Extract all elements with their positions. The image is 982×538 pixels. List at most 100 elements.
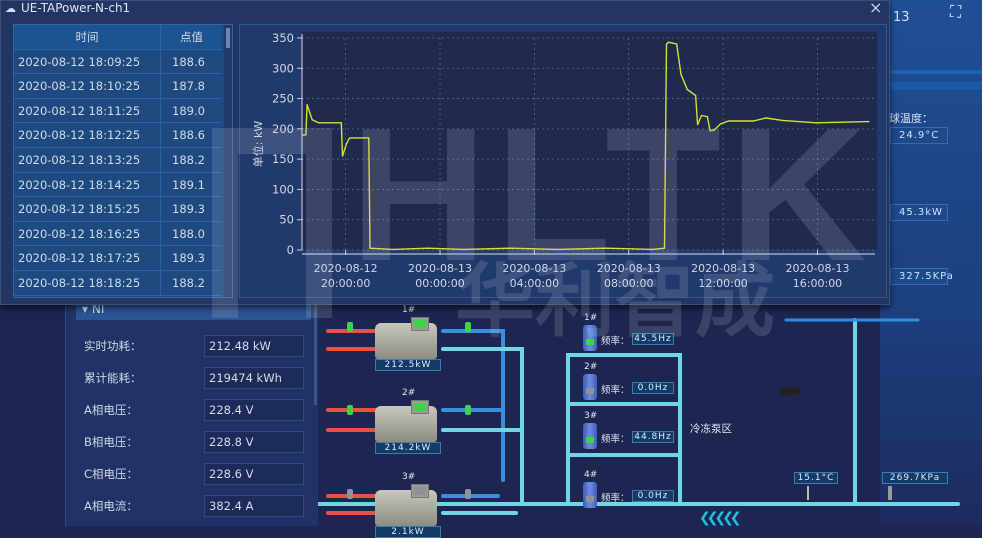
data-point [713, 129, 715, 131]
col-value[interactable]: 点值 [160, 25, 222, 49]
param-value: 228.8 V [204, 431, 304, 453]
table-row[interactable]: 2020-08-12 18:15:25 189.3 [14, 197, 222, 222]
pump-icon[interactable] [583, 374, 597, 400]
valve-status-icon[interactable] [347, 489, 353, 499]
pump-zone-label: 冷冻泵区 [690, 423, 732, 435]
data-point [340, 122, 342, 124]
x-tick-label-date: 2020-08-12 [314, 262, 378, 275]
param-label: A相电压： [84, 403, 138, 417]
x-tick-label-time: 20:00:00 [321, 277, 370, 290]
data-point [694, 94, 697, 97]
pump-freq-label: 频率： [601, 493, 630, 504]
cell-time: 2020-08-12 18:17:25 [18, 251, 141, 266]
table-row[interactable]: 2020-08-12 18:16:25 188.0 [14, 221, 222, 247]
valve-status-icon[interactable] [465, 489, 471, 499]
cell-value: 189.0 [160, 98, 222, 123]
pressure-sensor-icon [888, 486, 892, 500]
cell-time: 2020-08-12 18:14:25 [18, 177, 141, 192]
data-point [765, 117, 767, 119]
fullscreen-icon[interactable]: ⛶ [950, 2, 962, 21]
param-label: 累计能耗： [84, 371, 142, 385]
data-point [427, 247, 429, 249]
data-point [706, 116, 708, 118]
collapse-icon: ▾ [82, 302, 92, 316]
table-header: 时间 点值 [14, 25, 222, 50]
chiller-name: 1# [402, 305, 416, 315]
table-row[interactable]: 2020-08-12 18:11:25 189.0 [14, 98, 222, 124]
param-label: B相电压： [84, 435, 138, 449]
temp-sensor-icon [807, 486, 809, 500]
col-time[interactable]: 时间 [75, 30, 99, 44]
param-label: C相电压： [84, 467, 139, 481]
table-row[interactable]: 2020-08-12 18:18:25 188.2 [14, 271, 222, 296]
data-point [752, 120, 754, 122]
table-row[interactable]: 2020-08-12 18:12:25 188.6 [14, 123, 222, 148]
table-row[interactable]: 2020-08-12 18:10:25 187.8 [14, 74, 222, 99]
valve-icon [780, 387, 800, 395]
date-fragment: 13 [893, 10, 910, 25]
chiller-power: 212.5kW [375, 359, 441, 371]
divider [880, 82, 982, 90]
temp-sensor-value: 15.1°C [794, 472, 838, 484]
y-tick-label: 250 [272, 92, 294, 106]
x-tick-label-date: 2020-08-13 [691, 262, 755, 275]
valve-status-icon[interactable] [347, 405, 353, 415]
pump-freq-label: 频率： [601, 434, 630, 445]
chiller-name: 2# [402, 388, 416, 398]
data-point [815, 122, 817, 124]
valve-status-icon[interactable] [465, 405, 471, 415]
plot-area [302, 32, 877, 250]
table-row[interactable]: 2020-08-12 18:09:25 188.6 [14, 49, 222, 75]
chiller-icon[interactable] [375, 400, 437, 442]
cell-value: 188.6 [160, 123, 222, 147]
pump-icon[interactable] [583, 325, 597, 351]
data-point [604, 247, 606, 249]
cell-value: 189.3 [160, 197, 222, 221]
table-scrollbar[interactable] [224, 25, 232, 297]
data-point [305, 134, 307, 136]
param-value: 228.4 V [204, 399, 304, 421]
power-trend-chart: 0 50 100 150 200 250 300 350 2020-08-12 20:00:00 2… [251, 31, 877, 290]
cell-time: 2020-08-12 18:12:25 [18, 128, 141, 143]
table-row[interactable]: 2020-08-12 18:13:25 188.2 [14, 148, 222, 173]
cloud-icon: ☁ [5, 2, 16, 15]
data-point [348, 137, 351, 139]
cell-time: 2020-08-12 18:15:25 [18, 202, 141, 217]
pump-icon[interactable] [583, 423, 597, 449]
param-value: 212.48 kW [204, 335, 304, 357]
data-point [557, 248, 559, 250]
right-pressure: 327.5KPa [890, 268, 953, 285]
data-point [665, 43, 668, 45]
data-point [728, 120, 730, 122]
chiller-icon[interactable] [375, 484, 437, 526]
data-point [345, 143, 348, 145]
cell-time: 2020-08-12 18:16:25 [18, 226, 141, 241]
data-point [368, 137, 370, 139]
chiller-power: 214.2kW [375, 442, 441, 454]
cell-time: 2020-08-12 18:09:25 [18, 54, 141, 69]
panel-header[interactable]: ▾ NI [76, 302, 311, 320]
table-row[interactable]: 2020-08-12 18:17:25 189.3 [14, 246, 222, 271]
x-tick-label-time: 04:00:00 [510, 277, 559, 290]
cell-time: 2020-08-12 18:18:25 [18, 276, 141, 290]
data-point [311, 119, 313, 121]
chiller-power: 2.1kW [375, 526, 441, 538]
valve-status-icon[interactable] [347, 322, 353, 332]
table-row[interactable]: 2020-08-12 18:14:25 189.1 [14, 172, 222, 198]
pump-icon[interactable] [583, 482, 597, 508]
scrollbar[interactable] [314, 300, 317, 405]
valve-status-icon[interactable] [465, 322, 471, 332]
close-button[interactable]: × [869, 0, 883, 17]
chiller-icon[interactable] [375, 317, 437, 359]
x-tick-label-time: 12:00:00 [698, 277, 747, 290]
data-point [301, 134, 303, 136]
x-tick-label-date: 2020-08-13 [408, 262, 472, 275]
data-point [510, 247, 512, 249]
panel-title: NI [91, 302, 105, 316]
cell-value: 188.2 [160, 271, 222, 295]
y-tick-label: 0 [287, 243, 294, 257]
y-axis-label: 单位: kW [251, 121, 265, 168]
data-point [392, 248, 394, 250]
pump-name: 4# [584, 470, 598, 480]
pump-name: 2# [584, 362, 598, 372]
